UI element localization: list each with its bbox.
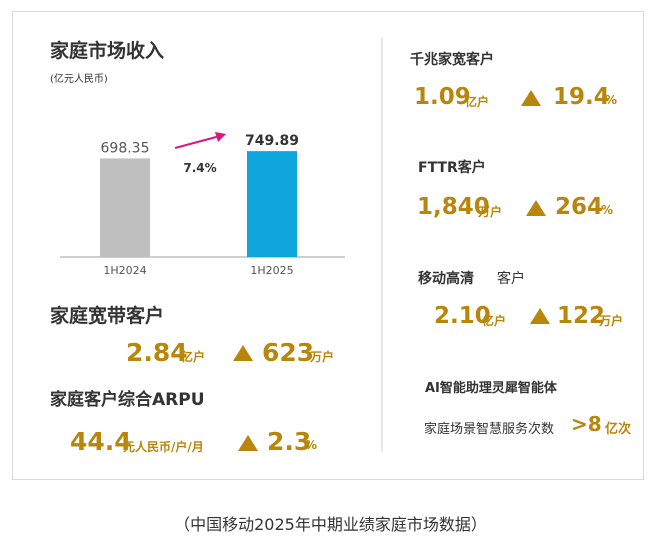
fttr-title: FTTR客户 — [418, 160, 486, 176]
ai-value: >8 — [571, 412, 602, 436]
broadband-unit: 亿户 — [181, 350, 206, 364]
up-triangle-icon — [233, 345, 253, 361]
hd-growth: 122 — [557, 303, 606, 329]
growth-arrow — [174, 135, 221, 149]
hd-growth-unit: 万户 — [599, 314, 624, 328]
chart-title: 家庭市场收入 — [50, 40, 165, 62]
ai-unit: 亿次 — [605, 422, 632, 437]
arpu-unit: 元人民币/户/月 — [123, 440, 204, 454]
up-triangle-icon — [526, 200, 546, 216]
bar-value-label: 749.89 — [245, 133, 299, 149]
hd-value: 2.10 — [434, 303, 491, 329]
ai-desc: 家庭场景智慧服务次数 — [424, 422, 555, 437]
x-tick-label: 1H2025 — [250, 264, 293, 277]
up-triangle-icon — [238, 435, 258, 451]
revenue-bar-chart: 698.35 1H2024 749.89 1H2025 7.4% — [60, 132, 345, 277]
broadband-value: 2.84 — [126, 338, 188, 367]
ai-title: AI智能助理灵犀智能体 — [425, 381, 557, 396]
growth-label: 7.4% — [183, 161, 216, 175]
arpu-growth: 2.3 — [267, 427, 312, 456]
up-triangle-icon — [530, 308, 550, 324]
hd-unit: 亿户 — [482, 314, 507, 328]
growth-arrow-head — [215, 132, 226, 142]
up-triangle-icon — [521, 90, 541, 106]
gigabit-value: 1.09 — [414, 84, 471, 110]
figure-caption: （中国移动2025年中期业绩家庭市场数据） — [174, 515, 487, 534]
panel-divider — [381, 38, 383, 452]
hd-title: 移动高清 — [418, 271, 474, 287]
broadband-growth: 623 — [262, 338, 315, 367]
x-tick-label: 1H2024 — [103, 264, 146, 277]
chart-unit: (亿元人民币) — [50, 74, 108, 85]
fttr-value: 1,840 — [417, 194, 490, 220]
arpu-value: 44.4 — [70, 427, 132, 456]
gigabit-unit: 亿户 — [465, 95, 490, 109]
bar-value-label: 698.35 — [101, 140, 150, 156]
gigabit-title: 千兆家宽客户 — [410, 52, 494, 68]
gigabit-growth-unit: % — [605, 93, 618, 107]
bar-1H2025 — [247, 151, 297, 257]
arpu-title: 家庭客户综合ARPU — [50, 390, 205, 410]
fttr-growth-unit: % — [601, 203, 614, 217]
broadband-growth-unit: 万户 — [310, 350, 335, 364]
arpu-growth-unit: % — [305, 438, 318, 452]
fttr-unit: 万户 — [478, 205, 503, 219]
bar-1H2024 — [100, 158, 150, 257]
fttr-growth: 264 — [555, 194, 604, 220]
gigabit-growth: 19.4 — [553, 84, 610, 110]
hd-title-suffix: 客户 — [497, 271, 525, 287]
broadband-title: 家庭宽带客户 — [50, 305, 165, 327]
